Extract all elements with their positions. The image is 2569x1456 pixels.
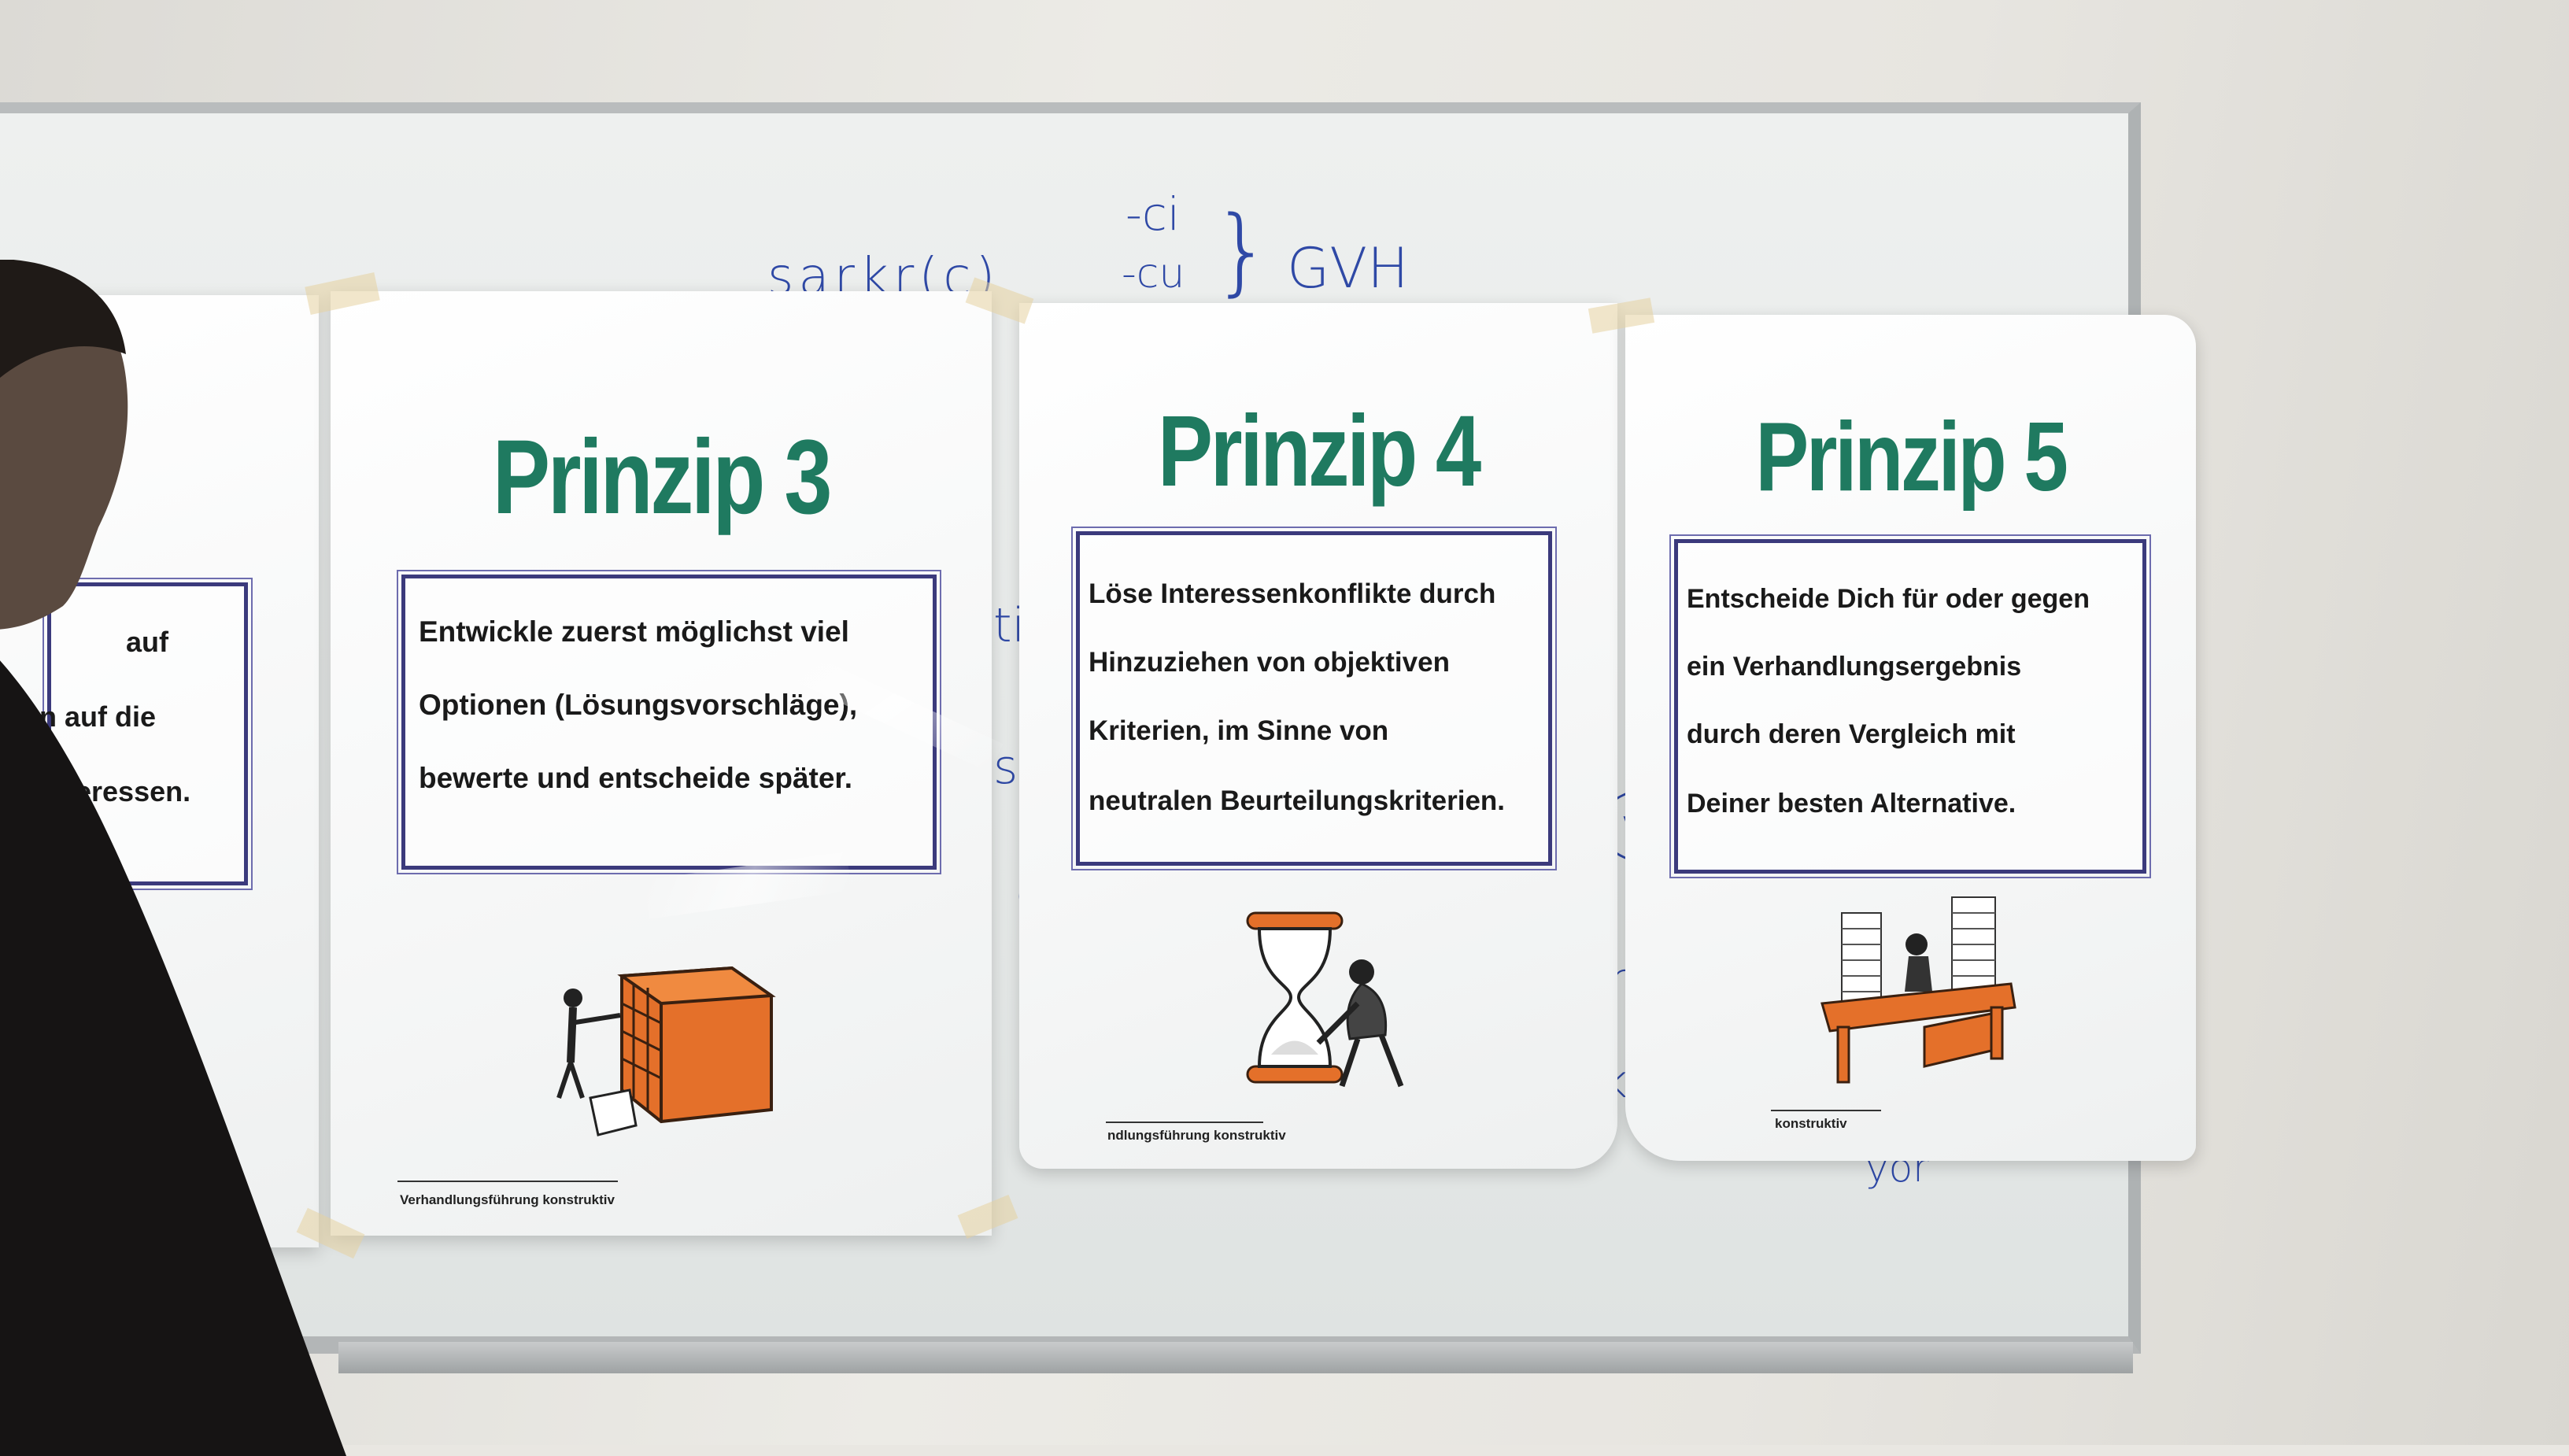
poster-footer-rule bbox=[1771, 1110, 1881, 1111]
poster-footer: konstruktiv bbox=[1775, 1116, 1847, 1131]
poster-text-line: Löse Interessenkonflikte durch bbox=[1089, 578, 1496, 609]
desk-with-paper-stacks-icon bbox=[1820, 896, 2016, 1084]
poster-text-box bbox=[1071, 527, 1557, 870]
poster-footer-rule bbox=[397, 1181, 618, 1182]
marker-scribble-ci: -ci bbox=[1126, 187, 1180, 241]
poster-text-line: ein Verhandlungsergebnis bbox=[1687, 652, 2022, 682]
marker-scribble-gvh: GVH bbox=[1287, 236, 1409, 301]
poster-text-line: Entscheide Dich für oder gegen bbox=[1687, 584, 2090, 614]
poster-title: Prinzip 3 bbox=[492, 419, 833, 536]
poster-prinzip-3: Prinzip 3 Entwickle zuerst möglichst vie… bbox=[331, 291, 992, 1236]
poster-title: Prinzip 5 bbox=[1755, 403, 2068, 512]
poster-footer: Verhandlungsführung konstruktiv bbox=[400, 1192, 615, 1207]
poster-title: Prinzip 4 bbox=[1158, 395, 1481, 508]
poster-text-line: bewerte und entscheide später. bbox=[419, 762, 853, 794]
poster-text-box bbox=[397, 570, 941, 874]
poster-text-line: Entwickle zuerst möglichst viel bbox=[419, 615, 849, 648]
figure-pushing-shelf-icon bbox=[556, 966, 776, 1136]
poster-text-line: durch deren Vergleich mit bbox=[1687, 719, 2016, 749]
marker-scribble-brace: } bbox=[1212, 197, 1273, 306]
marker-scribble-cu: -cu bbox=[1122, 250, 1185, 297]
poster-footer: ndlungsführung konstruktiv bbox=[1107, 1128, 1286, 1143]
poster-text-line: Hinzuziehen von objektiven bbox=[1089, 647, 1450, 678]
poster-text-line: Kriterien, im Sinne von bbox=[1089, 715, 1389, 746]
poster-footer-rule bbox=[1106, 1122, 1263, 1123]
poster-text-line: Optionen (Lösungsvorschläge), bbox=[419, 689, 858, 721]
poster-text-box bbox=[1669, 534, 2151, 878]
poster-text-line: n auf die bbox=[39, 700, 157, 733]
poster-text-line: neutralen Beurteilungskriterien. bbox=[1089, 785, 1506, 816]
whiteboard-marker-tray bbox=[338, 1342, 2133, 1373]
poster-text-line: Deiner besten Alternative. bbox=[1687, 789, 2016, 819]
hourglass-figure-icon bbox=[1246, 911, 1404, 1088]
poster-prinzip-5: Prinzip 5 Entscheide Dich für oder gegen… bbox=[1625, 315, 2196, 1161]
person-silhouette bbox=[0, 260, 346, 1456]
poster-prinzip-4: Prinzip 4 Löse Interessenkonflikte durch… bbox=[1019, 303, 1617, 1169]
poster-text-line: auf bbox=[126, 626, 168, 658]
